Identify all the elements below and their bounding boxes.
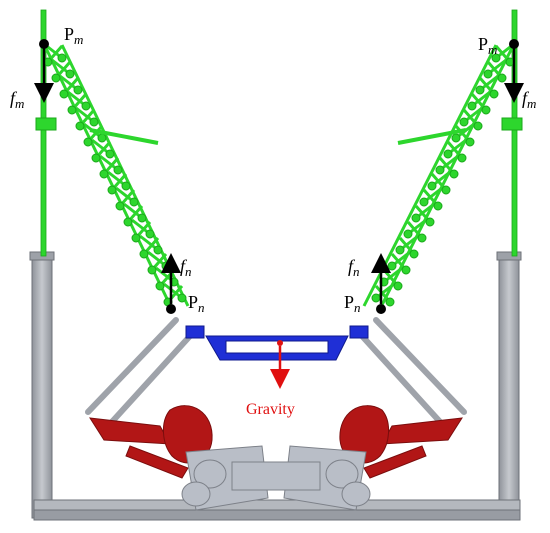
- red-leg-mechanisms: [89, 405, 463, 479]
- fm-right-label: fm: [522, 88, 536, 111]
- right-post: [498, 255, 520, 519]
- base-rail-bottom: [33, 509, 521, 521]
- pm-left-label: Pm: [64, 24, 83, 47]
- pn-left-label: Pn: [188, 292, 205, 315]
- fn-left-label: fn: [180, 256, 192, 279]
- pn-right-point: [376, 304, 386, 314]
- points: [39, 39, 519, 346]
- left-scissor-spring: [35, 42, 190, 307]
- fm-left-label: fm: [10, 88, 24, 111]
- pn-left-point: [166, 304, 176, 314]
- frame: [29, 251, 522, 521]
- force-arrows: [34, 48, 524, 389]
- central-body: [181, 445, 371, 511]
- gravity-label: Gravity: [246, 401, 295, 418]
- blue-platform: [185, 325, 369, 361]
- right-post-cap: [496, 251, 522, 261]
- right-scissor-spring: [362, 42, 523, 307]
- fn-right-label: fn: [348, 256, 360, 279]
- left-green-rod: [40, 9, 47, 257]
- right-green-rod: [511, 9, 518, 257]
- pm-left-point: [39, 39, 49, 49]
- pm-right-point: [509, 39, 519, 49]
- base-rail-top: [33, 499, 521, 511]
- support-links: [85, 317, 467, 427]
- pm-right-label: Pm: [478, 34, 497, 57]
- left-post: [31, 255, 53, 519]
- gravity-point: [277, 340, 283, 346]
- pn-right-label: Pn: [344, 292, 361, 315]
- vertical-rods: [40, 9, 518, 257]
